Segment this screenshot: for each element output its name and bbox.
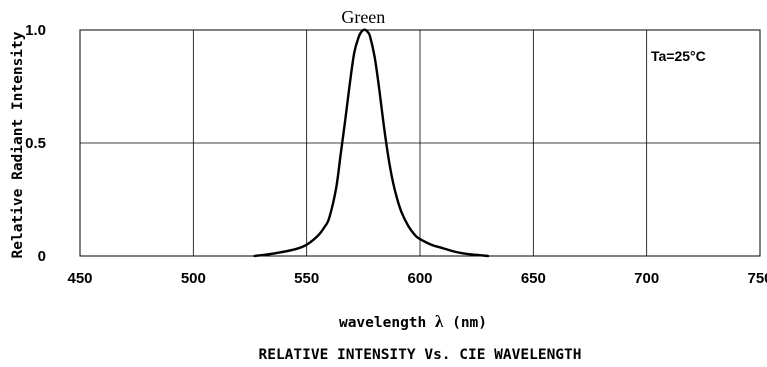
grid	[80, 30, 760, 256]
temperature-annotation: Ta=25°C	[651, 48, 706, 64]
y-tick-labels: 0 0.5 1.0	[25, 22, 46, 265]
x-tick-label-450: 450	[67, 270, 92, 287]
y-axis-label: Relative Radiant Intensity	[10, 31, 26, 258]
series-label: Green	[341, 7, 385, 27]
x-tick-label-650: 650	[521, 270, 546, 287]
plot-frame	[79, 29, 761, 257]
series-line-green	[253, 28, 490, 258]
x-tick-label-550: 550	[294, 270, 319, 287]
x-axis-label-text: wavelength	[339, 315, 435, 331]
y-tick-label-0: 0	[38, 248, 46, 265]
x-tick-label-600: 600	[407, 270, 432, 287]
lambda-symbol: λ	[435, 312, 444, 331]
x-tick-label-750: 750	[747, 270, 767, 287]
x-tick-labels: 450 500 550 600 650 700 750	[67, 270, 767, 287]
x-axis-label-unit: (nm)	[443, 315, 487, 331]
y-tick-label-0.5: 0.5	[25, 135, 46, 152]
x-tick-label-700: 700	[634, 270, 659, 287]
y-tick-label-1: 1.0	[25, 22, 46, 39]
x-tick-label-500: 500	[181, 270, 206, 287]
x-axis-label: wavelength λ (nm)	[339, 312, 487, 331]
chart-title: RELATIVE INTENSITY Vs. CIE WAVELENGTH	[258, 347, 581, 363]
